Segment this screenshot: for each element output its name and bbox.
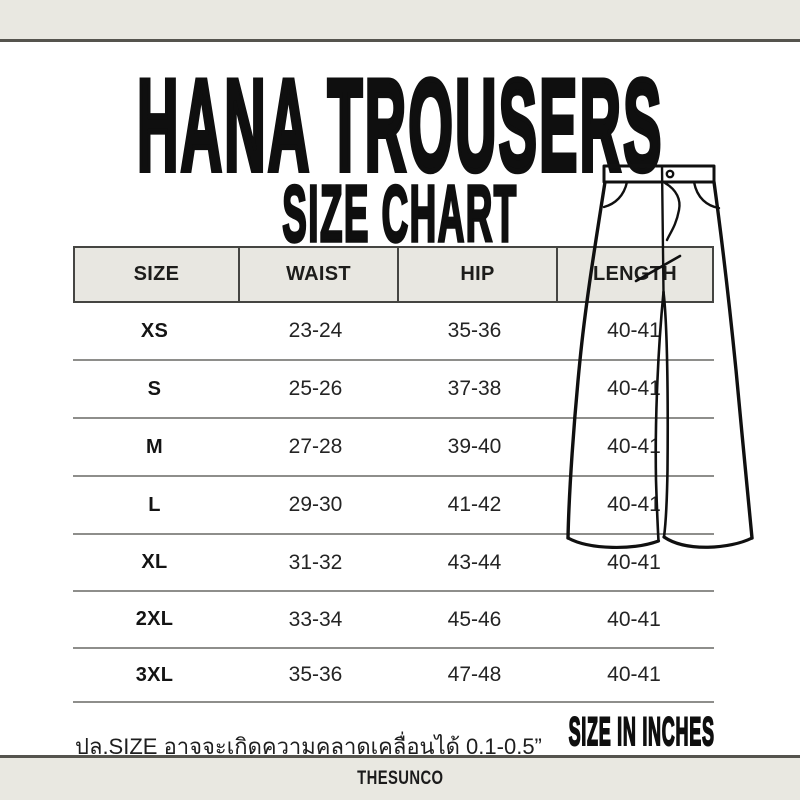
cell-waist: 23-24 (288, 319, 343, 342)
cell-hip: 45-46 (447, 607, 502, 631)
title-row: HANA TROUSERS (0, 52, 800, 198)
cell-size: S (147, 377, 162, 400)
top-rule (0, 39, 800, 42)
cell-waist: 33-34 (288, 607, 343, 631)
cell-size: M (146, 435, 163, 458)
table-row: 2XL 33-34 45-46 40-41 (73, 592, 714, 649)
cell-size: L (148, 493, 161, 516)
cell-length: 40-41 (607, 319, 661, 342)
cell-waist: 29-30 (288, 493, 343, 516)
cell-waist: 35-36 (288, 663, 343, 686)
cell-size: 2XL (135, 608, 174, 630)
column-header-length: LENGTH (556, 248, 712, 301)
cell-length: 40-41 (607, 435, 661, 458)
column-header-hip: HIP (397, 248, 556, 301)
table-body: XS 23-24 35-36 40-41 S 25-26 37-38 40-41… (73, 303, 714, 703)
table-row: 3XL 35-36 47-48 40-41 (73, 649, 714, 703)
cell-hip: 37-38 (447, 377, 502, 400)
cell-length: 40-41 (607, 377, 661, 400)
column-header-size: SIZE (133, 263, 180, 285)
size-table: SIZE WAIST HIP LENGTH XS 23-24 35-36 40-… (73, 246, 714, 703)
page-title: HANA TROUSERS (135, 52, 664, 198)
table-header: SIZE WAIST HIP LENGTH (73, 246, 714, 303)
column-header-waist: WAIST (238, 248, 397, 301)
top-band (0, 0, 800, 39)
cell-length: 40-41 (607, 550, 661, 574)
bottom-rule (0, 755, 800, 758)
page-subtitle: SIZE CHART (281, 169, 518, 258)
cell-hip: 47-48 (447, 663, 502, 686)
tolerance-note: ปล.SIZE อาจจะเกิดความคลาดเคลื่อนได้ 0.1-… (75, 734, 542, 759)
cell-hip: 35-36 (447, 319, 502, 342)
cell-size: 3XL (135, 663, 174, 686)
cell-waist: 25-26 (288, 377, 343, 400)
footer-band: THESUNCO (0, 758, 800, 800)
subtitle-row: SIZE CHART (0, 169, 800, 258)
table-row: M 27-28 39-40 40-41 (73, 419, 714, 477)
table-row: S 25-26 37-38 40-41 (73, 361, 714, 419)
units-label: SIZE IN INCHES (568, 710, 715, 754)
cell-length: 40-41 (607, 607, 661, 631)
cell-waist: 27-28 (288, 435, 343, 458)
units-row: SIZE IN INCHES (390, 710, 715, 754)
cell-size: XS (140, 319, 169, 342)
brand-name: THESUNCO (356, 768, 444, 789)
cell-length: 40-41 (607, 493, 661, 516)
table-row: L 29-30 41-42 40-41 (73, 477, 714, 535)
cell-hip: 39-40 (447, 435, 502, 458)
cell-hip: 43-44 (447, 550, 502, 574)
cell-hip: 41-42 (447, 493, 502, 516)
cell-length: 40-41 (607, 663, 661, 686)
table-row: XS 23-24 35-36 40-41 (73, 303, 714, 361)
cell-waist: 31-32 (288, 550, 343, 574)
table-row: XL 31-32 43-44 40-41 (73, 535, 714, 592)
cell-size: XL (141, 551, 168, 573)
